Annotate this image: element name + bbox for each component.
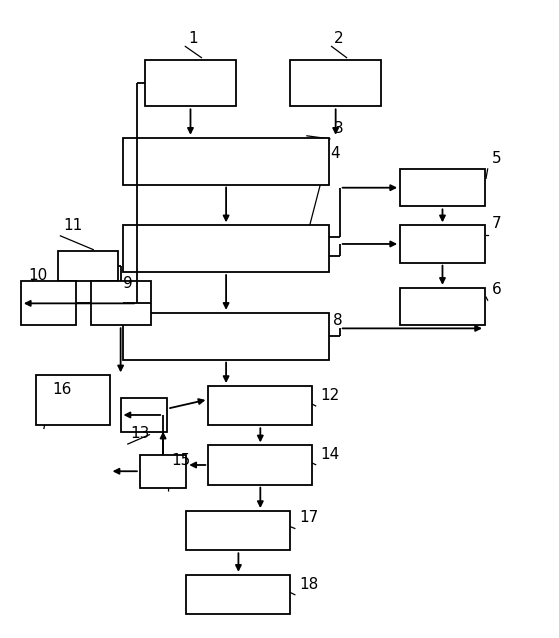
- Bar: [209, 445, 312, 485]
- Text: 4: 4: [330, 147, 339, 161]
- Bar: [291, 59, 381, 107]
- Bar: [209, 386, 312, 426]
- Text: 17: 17: [299, 510, 319, 525]
- Bar: [91, 281, 151, 325]
- Text: 13: 13: [130, 426, 150, 441]
- Text: 18: 18: [299, 577, 319, 591]
- Bar: [186, 511, 291, 551]
- Text: 7: 7: [492, 216, 501, 232]
- Text: 11: 11: [63, 218, 82, 233]
- Text: 8: 8: [333, 313, 342, 328]
- Bar: [36, 375, 110, 426]
- Bar: [124, 225, 329, 272]
- Bar: [121, 398, 167, 431]
- Bar: [124, 313, 329, 360]
- Text: 9: 9: [124, 276, 133, 291]
- Text: 12: 12: [320, 388, 339, 403]
- Bar: [400, 169, 485, 207]
- Text: 14: 14: [320, 447, 339, 461]
- Bar: [400, 288, 485, 325]
- Text: 2: 2: [334, 31, 344, 47]
- Bar: [186, 575, 291, 614]
- Text: 5: 5: [492, 151, 501, 166]
- Text: 16: 16: [52, 382, 72, 397]
- Text: 15: 15: [171, 454, 190, 468]
- Text: 6: 6: [492, 282, 502, 297]
- Text: 3: 3: [334, 121, 344, 136]
- Bar: [124, 138, 329, 184]
- Bar: [21, 281, 75, 325]
- Bar: [58, 251, 118, 281]
- Bar: [140, 455, 186, 488]
- Bar: [400, 225, 485, 263]
- Text: 1: 1: [188, 31, 198, 47]
- Bar: [145, 59, 236, 107]
- Text: 10: 10: [29, 268, 48, 283]
